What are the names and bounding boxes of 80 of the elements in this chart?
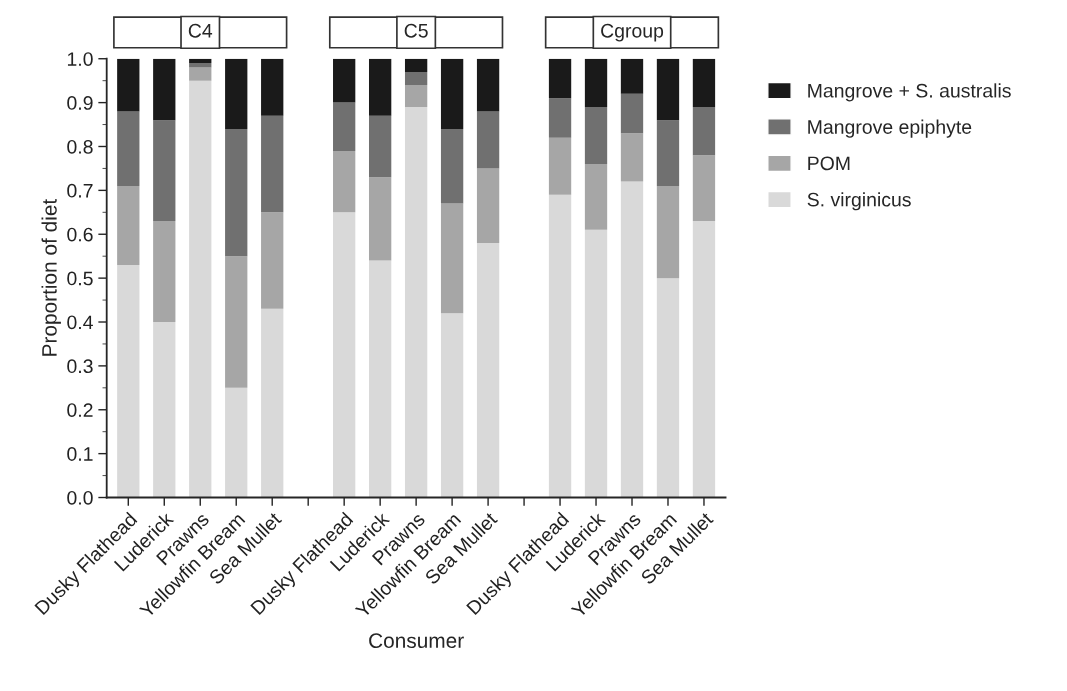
- bar: [369, 260, 392, 498]
- y-tick-label: 0.9: [67, 96, 93, 110]
- bar: [476, 168, 500, 244]
- bar: [440, 58, 464, 129]
- bar: [404, 58, 428, 72]
- bar: [692, 221, 716, 498]
- bar: [333, 102, 356, 151]
- bar: [225, 58, 248, 129]
- bar: [404, 85, 428, 107]
- bar: [656, 185, 680, 279]
- bar: [369, 115, 392, 178]
- bar: [189, 80, 212, 498]
- y-tick-label: 0.7: [67, 183, 93, 198]
- bar: [548, 137, 572, 195]
- bar: [548, 98, 572, 138]
- bar: [584, 107, 608, 165]
- text: Cgroup: [601, 23, 664, 42]
- legend-label: Mangrove epiphyte: [808, 119, 972, 138]
- bar: [153, 58, 176, 121]
- bar: [620, 181, 644, 498]
- bar: [117, 58, 140, 112]
- bar: [692, 107, 716, 156]
- x-axis-title: Consumer: [369, 633, 464, 649]
- bar: [153, 322, 176, 498]
- bar: [189, 67, 212, 81]
- bar: [656, 278, 680, 498]
- bar: [476, 58, 500, 112]
- bar: [440, 313, 464, 498]
- bar: [584, 58, 608, 107]
- bar: [261, 58, 284, 116]
- y-tick-label: 0.6: [67, 227, 93, 242]
- bar: [261, 308, 284, 498]
- legend-label: S. virginicus: [807, 192, 911, 211]
- bar: [333, 212, 356, 498]
- bar: [440, 203, 464, 314]
- bar: [153, 120, 176, 222]
- y-tick-label: 0.3: [67, 359, 93, 374]
- bar: [476, 243, 500, 498]
- bar: [369, 177, 392, 261]
- bar: [117, 185, 140, 265]
- y-tick-label: 0.8: [67, 139, 93, 154]
- bar: [261, 115, 284, 213]
- bar: [584, 164, 608, 230]
- bar: [692, 155, 716, 222]
- y-tick-label: 0.4: [67, 315, 93, 330]
- y-tick-label: 0.5: [67, 271, 93, 286]
- bar: [476, 111, 500, 169]
- legend-label: POM: [808, 156, 850, 171]
- bar: [548, 194, 572, 498]
- bar: [261, 212, 284, 309]
- bar: [225, 128, 248, 257]
- bar: [333, 58, 356, 103]
- bar: [225, 387, 248, 498]
- bar: [440, 128, 464, 204]
- text: C5: [404, 23, 428, 38]
- bar: [620, 58, 644, 94]
- bar: [656, 120, 680, 186]
- y-tick-label: 0.0: [67, 490, 93, 505]
- bar: [369, 58, 392, 116]
- y-tick-label: 1.0: [67, 52, 93, 66]
- bar: [656, 58, 680, 121]
- bar: [548, 58, 572, 99]
- bar: [153, 221, 176, 323]
- bar: [225, 256, 248, 388]
- y-tick-label: 0.2: [67, 403, 93, 417]
- bar: [584, 229, 608, 498]
- legend-label: Mangrove + S. australis: [808, 83, 1011, 102]
- bar: [404, 71, 428, 86]
- bar: [189, 63, 212, 68]
- bar: [620, 133, 644, 182]
- y-tick-label: 0.1: [67, 447, 93, 461]
- text: C4: [188, 23, 213, 38]
- bar: [117, 111, 140, 186]
- bar: [620, 93, 644, 134]
- bar: [404, 107, 428, 498]
- y-axis-title: Proportion of diet: [41, 198, 61, 356]
- bar: [189, 58, 212, 64]
- bar: [333, 150, 356, 213]
- bar: [117, 264, 140, 498]
- bar: [692, 58, 716, 107]
